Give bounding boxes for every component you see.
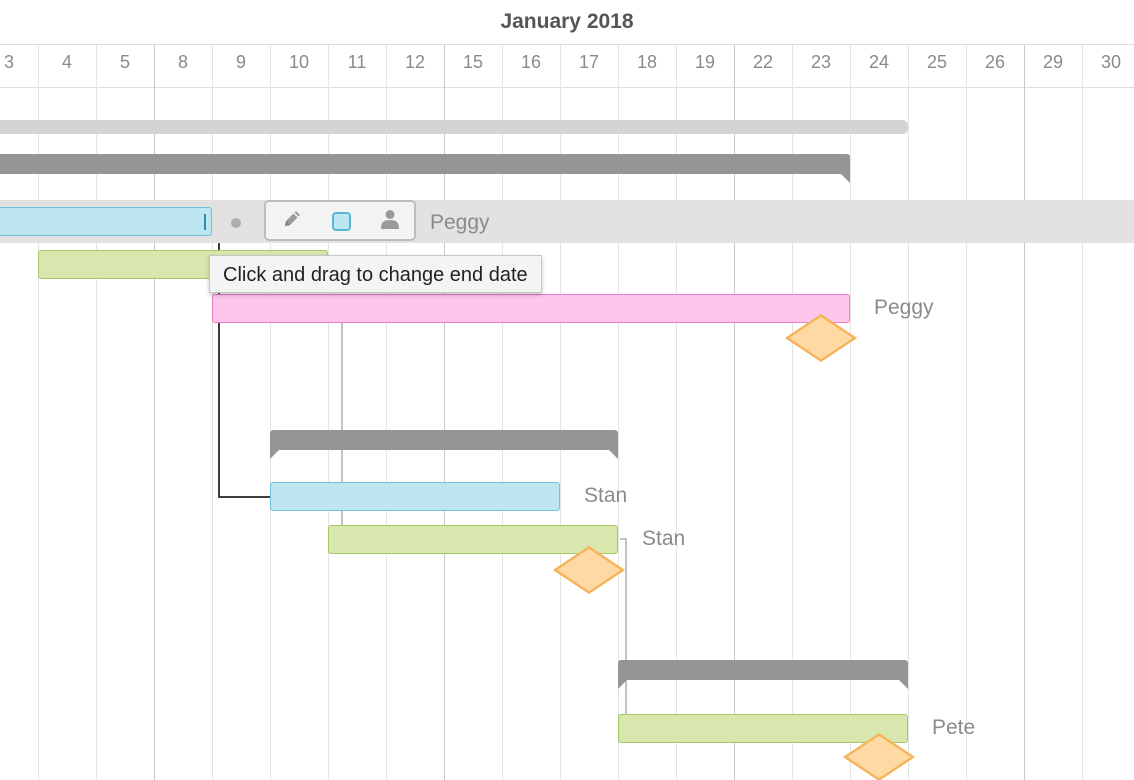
day-header-divider <box>0 87 1134 88</box>
day-label: 24 <box>868 52 890 72</box>
task-bar[interactable] <box>270 482 560 511</box>
day-gridline <box>792 45 793 780</box>
day-gridline <box>1082 45 1083 780</box>
group-bar-end-cap <box>899 680 908 689</box>
day-label: 11 <box>347 52 367 72</box>
assignee-label: Stan <box>584 484 628 507</box>
day-label: 23 <box>810 52 832 72</box>
day-label: 15 <box>462 52 484 72</box>
assignee-label: Stan <box>642 527 686 550</box>
group-bar-end-cap <box>841 174 850 183</box>
day-label: 29 <box>1042 52 1064 72</box>
week-gridline <box>1024 45 1025 780</box>
project-summary-bar[interactable] <box>0 120 908 134</box>
week-gridline <box>734 45 735 780</box>
assign-person-button[interactable] <box>366 204 414 238</box>
task-toolbar <box>264 200 416 241</box>
month-divider <box>0 44 1134 45</box>
day-gridline <box>212 45 213 780</box>
dependency-line <box>218 243 220 498</box>
day-gridline <box>328 45 329 780</box>
task-bar[interactable] <box>0 207 212 236</box>
day-gridline <box>502 45 503 780</box>
day-label: 8 <box>177 52 188 72</box>
day-gridline <box>850 45 851 780</box>
day-label: 17 <box>578 52 600 72</box>
week-gridline <box>154 45 155 780</box>
assignee-label: Pete <box>932 716 976 739</box>
dependency-line <box>341 311 343 525</box>
day-gridline <box>676 45 677 780</box>
day-label: 25 <box>926 52 948 72</box>
task-bar[interactable] <box>328 525 618 554</box>
tooltip: Click and drag to change end date <box>209 255 542 293</box>
day-gridline <box>386 45 387 780</box>
person-icon <box>379 208 401 235</box>
dependency-line <box>620 538 627 540</box>
group-summary-bar[interactable] <box>0 154 850 183</box>
assignee-label: Peggy <box>874 296 934 319</box>
day-label: 22 <box>752 52 774 72</box>
group-bar-start-cap <box>618 680 627 689</box>
end-date-resize-handle[interactable] <box>204 214 206 230</box>
day-label: 30 <box>1100 52 1122 72</box>
day-label: 3 <box>3 52 14 72</box>
task-bar[interactable] <box>212 294 850 323</box>
week-gridline <box>444 45 445 780</box>
month-label: January 2018 <box>500 10 634 33</box>
day-label: 18 <box>636 52 658 72</box>
group-bar-start-cap <box>270 450 279 459</box>
day-gridline <box>966 45 967 780</box>
day-gridline <box>618 45 619 780</box>
group-bar-end-cap <box>609 450 618 459</box>
edit-task-button[interactable] <box>268 204 316 238</box>
day-label: 5 <box>119 52 130 72</box>
day-label: 9 <box>235 52 246 72</box>
color-swatch-icon <box>331 211 351 231</box>
day-gridline <box>908 45 909 780</box>
day-label: 4 <box>61 52 72 72</box>
day-gridline <box>560 45 561 780</box>
dependency-line <box>218 496 270 498</box>
day-gridline <box>38 45 39 780</box>
day-label: 12 <box>404 52 426 72</box>
dependency-line <box>625 538 627 714</box>
day-label: 16 <box>520 52 542 72</box>
assignee-label: Peggy <box>430 211 490 234</box>
dependency-connector-dot[interactable] <box>231 218 241 228</box>
task-bar[interactable] <box>618 714 908 743</box>
task-color-button[interactable] <box>317 204 365 238</box>
day-label: 10 <box>288 52 310 72</box>
pencil-icon <box>281 208 303 235</box>
day-label: 19 <box>694 52 716 72</box>
group-summary-bar[interactable] <box>270 430 618 459</box>
day-gridline <box>96 45 97 780</box>
day-label: 26 <box>984 52 1006 72</box>
day-gridline <box>270 45 271 780</box>
group-summary-bar[interactable] <box>618 660 908 689</box>
